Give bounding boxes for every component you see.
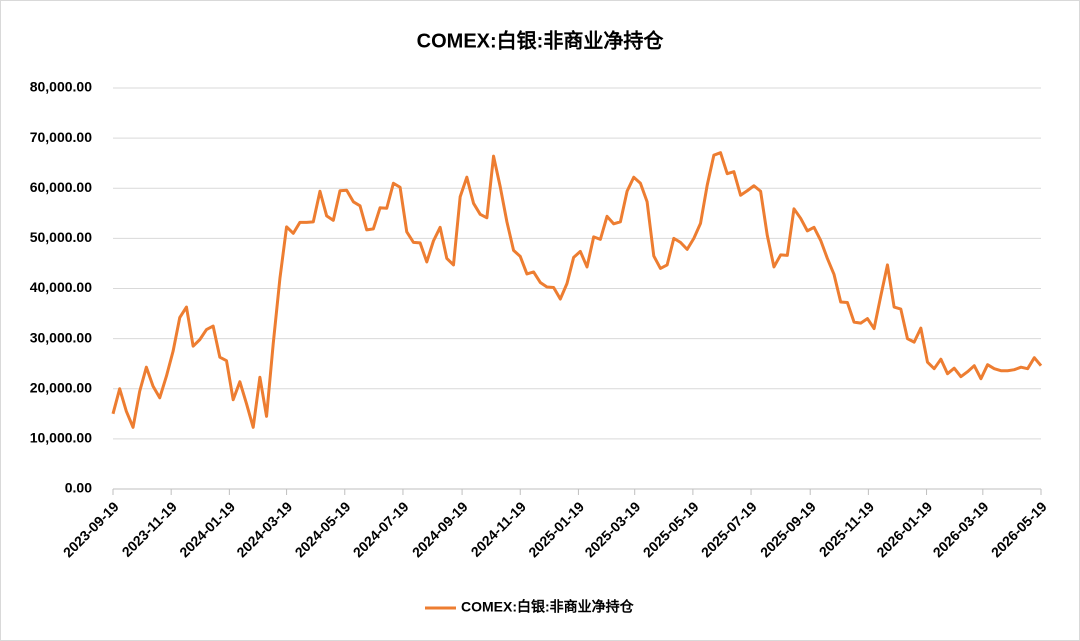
series-line (111, 151, 1043, 429)
y-tick-label: 40,000.00 (30, 279, 92, 295)
y-tick-label: 70,000.00 (30, 129, 92, 145)
y-tick-label: 60,000.00 (30, 179, 92, 195)
y-tick-label: 80,000.00 (30, 79, 92, 95)
y-tick-label: 0.00 (65, 480, 92, 496)
y-tick-label: 20,000.00 (30, 379, 92, 395)
y-tick-label: 30,000.00 (30, 329, 92, 345)
y-tick-label: 50,000.00 (30, 229, 92, 245)
y-tick-label: 10,000.00 (30, 430, 92, 446)
chart-title: COMEX:白银:非商业净持仓 (417, 28, 665, 52)
legend-label: COMEX:白银:非商业净持仓 (461, 599, 635, 615)
